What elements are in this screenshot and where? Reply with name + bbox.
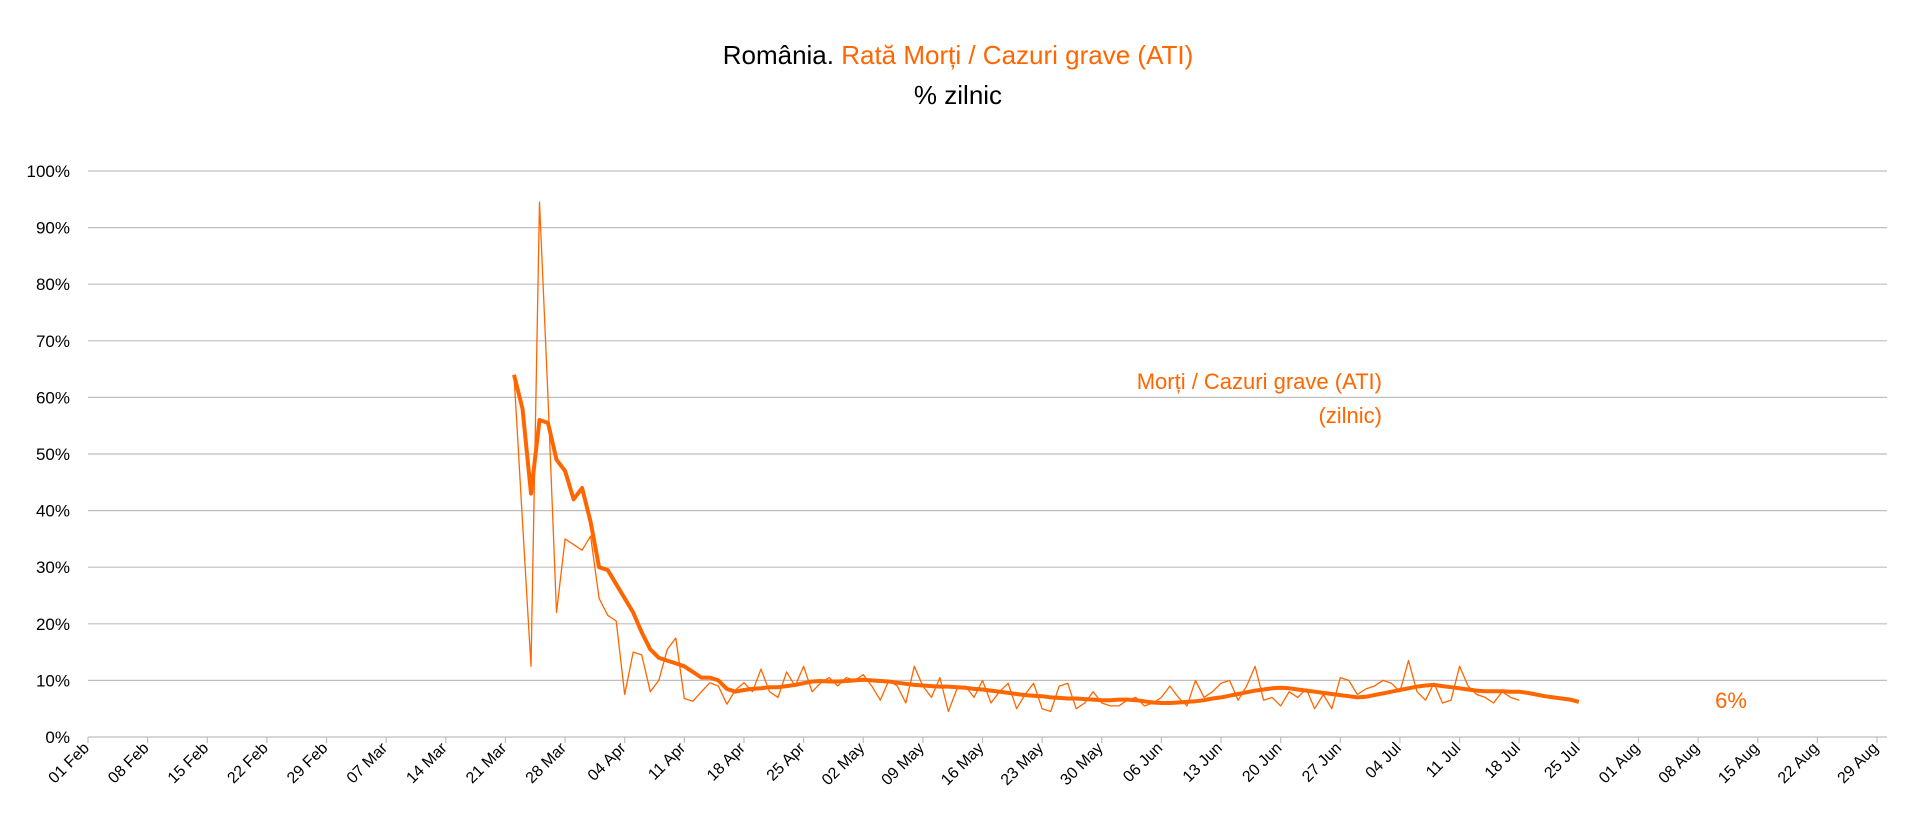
x-tick-label: 28 Mar — [523, 739, 571, 787]
x-tick-label: 09 May — [879, 740, 928, 789]
series-line-average — [512, 374, 1580, 705]
x-tick-label: 22 Aug — [1775, 740, 1822, 787]
x-tick-label: 29 Aug — [1835, 740, 1882, 787]
x-tick-label: 04 Jul — [1363, 740, 1405, 782]
x-tick-label: 18 Apr — [704, 739, 749, 784]
x-tick-label: 29 Feb — [284, 740, 331, 787]
series-line-daily — [513, 201, 1520, 713]
x-tick-label: 18 Jul — [1482, 740, 1524, 782]
x-tick-label: 15 Aug — [1715, 740, 1762, 787]
y-tick-label: 50% — [36, 445, 70, 464]
x-tick-label: 01 Aug — [1596, 740, 1643, 787]
x-tick-label: 04 Apr — [585, 739, 630, 784]
x-tick-label: 07 Mar — [344, 739, 392, 787]
last-value-label: 6% — [1715, 688, 1747, 713]
x-tick-label: 21 Mar — [463, 739, 511, 787]
y-tick-label: 40% — [36, 502, 70, 521]
y-axis-ticks: 0% 10% 20% 30% 40% 50% 60% 70% 80% 90% 100% — [27, 162, 70, 747]
x-tick-label: 11 Jul — [1423, 740, 1464, 781]
x-tick-label: 27 Jun — [1299, 740, 1345, 786]
x-tick-label: 02 May — [819, 740, 868, 789]
y-tick-label: 80% — [36, 275, 70, 294]
x-axis-ticks: 01 Feb 08 Feb 15 Feb 22 Feb 29 Feb 07 Mar 14 M… — [46, 737, 1882, 789]
chart-title-prefix: România. — [723, 40, 842, 70]
series-label-line1: Morți / Cazuri grave (ATI) — [1137, 369, 1382, 394]
x-tick-label: 30 May — [1057, 740, 1106, 789]
series-lines — [512, 201, 1580, 713]
y-tick-label: 30% — [36, 558, 70, 577]
x-tick-label: 08 Feb — [105, 740, 152, 787]
x-tick-label: 16 May — [938, 740, 987, 789]
x-tick-label: 15 Feb — [165, 740, 212, 787]
y-tick-label: 60% — [36, 388, 70, 407]
x-tick-label: 13 Jun — [1180, 740, 1226, 786]
gridlines — [88, 170, 1887, 738]
x-tick-label: 11 Apr — [645, 739, 689, 783]
x-tick-label: 06 Jun — [1120, 740, 1166, 786]
x-tick-label: 25 Jul — [1541, 740, 1583, 782]
x-tick-label: 08 Aug — [1656, 740, 1703, 787]
y-tick-label: 90% — [36, 219, 70, 238]
chart-subtitle: % zilnic — [914, 80, 1002, 110]
chart-title: România. Rată Morți / Cazuri grave (ATI) — [723, 40, 1194, 70]
chart-title-highlight: Rată Morți / Cazuri grave (ATI) — [841, 40, 1193, 70]
y-tick-label: 10% — [36, 671, 70, 690]
y-tick-label: 70% — [36, 332, 70, 351]
y-tick-label: 0% — [45, 728, 70, 747]
x-tick-label: 14 Mar — [403, 739, 451, 787]
x-tick-label: 20 Jun — [1240, 740, 1286, 786]
series-label-line2: (zilnic) — [1318, 403, 1382, 428]
y-tick-label: 20% — [36, 615, 70, 634]
x-tick-label: 22 Feb — [224, 740, 271, 787]
y-tick-label: 100% — [27, 162, 70, 181]
x-tick-label: 23 May — [998, 740, 1047, 789]
x-tick-label: 25 Apr — [764, 739, 809, 784]
